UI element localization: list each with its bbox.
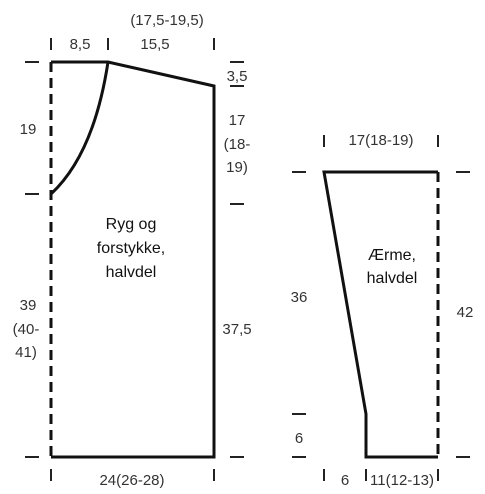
sleeve-right-ticks [456,171,470,458]
body-neck-depth-label: 19 [20,121,37,138]
body-outline [51,60,216,459]
body-bottom-ticks [50,469,215,481]
sleeve-total-length-label: 42 [457,304,474,321]
body-armhole-label-1: 17 [229,112,246,129]
body-piece-title-3: halvdel [106,264,157,281]
body-shoulder-width-label: 15,5 [140,36,169,53]
body-center-length-label-1: 39 [20,297,37,314]
body-top-ticks [50,38,215,50]
body-center-length-label-3: 41) [15,344,37,361]
body-piece: (17,5-19,5) 8,5 15,5 3,5 17 (18- 19) 19 … [13,12,252,489]
body-armhole-label-2: (18- [224,136,251,153]
body-center-length-label-2: (40- [13,321,40,338]
sleeve-piece-title-1: Ærme, [368,247,416,264]
body-shoulder-drop-label: 3,5 [227,68,248,85]
body-top-range-label: (17,5-19,5) [130,12,203,29]
sleeve-left-ticks [292,171,306,458]
sleeve-slant-length-label: 36 [291,289,308,306]
sleeve-top-width-label: 17(18-19) [348,132,413,149]
body-neck-curve [49,61,110,196]
body-piece-title-2: forstykke, [97,240,165,257]
sleeve-top-ticks [323,135,439,147]
sleeve-bottom-right-label: 11(12-13) [370,472,434,489]
sleeve-piece: 17(18-19) 36 6 42 6 11(12-13) Ærme, halv… [291,132,474,489]
body-left-ticks [25,61,39,458]
body-armhole-label-3: 19) [226,159,248,176]
body-bottom-width-label: 24(26-28) [99,472,164,489]
body-side-length-label: 37,5 [222,321,251,338]
sleeve-cuff-height-label: 6 [295,430,303,447]
sleeve-bottom-ticks [323,469,439,481]
sleeve-piece-title-2: halvdel [367,270,418,287]
body-piece-title-1: Ryg og [106,216,157,233]
sleeve-outline [322,170,438,459]
body-neck-width-label: 8,5 [70,36,91,53]
sleeve-bottom-left-label: 6 [341,472,349,489]
body-right-ticks [230,61,244,458]
